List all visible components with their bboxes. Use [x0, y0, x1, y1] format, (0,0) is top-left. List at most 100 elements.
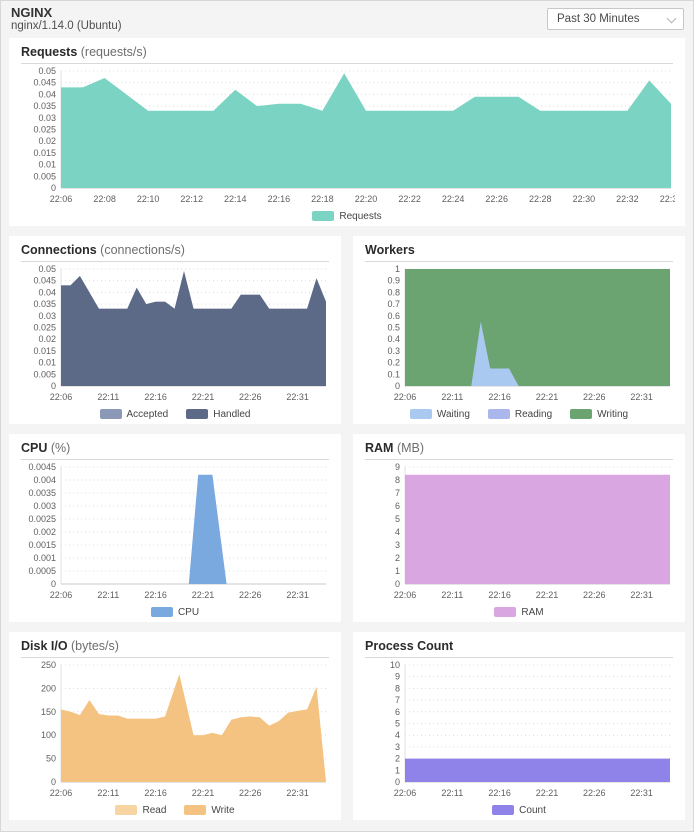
chart-legend-connections: Accepted Handled [21, 406, 329, 422]
x-tick-label: 22:21 [192, 392, 215, 402]
y-tick-label: 0.002 [33, 527, 56, 537]
x-tick-label: 22:26 [485, 194, 508, 204]
y-tick-label: 0 [51, 579, 56, 589]
y-tick-label: 1 [395, 264, 400, 274]
x-tick-label: 22:16 [488, 788, 511, 798]
chart-title-text: Disk I/O [21, 639, 68, 653]
x-tick-label: 22:16 [488, 392, 511, 402]
y-tick-label: 0.015 [33, 346, 56, 356]
area-series-count [405, 758, 670, 782]
y-tick-label: 0.05 [38, 66, 56, 76]
chart-canvas-workers: 1 0.90.8 0.7 0.6 0.50.4 0.3 0.20.1 022:06 22:11 2… [387, 264, 670, 402]
chart-panel-connections: Connections (connections/s) 0.05 0.045 0.04… [9, 236, 341, 424]
x-tick-label: 22:11 [441, 590, 463, 600]
chart-panel-disk-io: Disk I/O (bytes/s) 250 200 150 100 50 0 22:06 22… [9, 632, 341, 820]
legend-item-ram: RAM [494, 606, 544, 618]
chart-legend-ram: RAM [365, 604, 673, 620]
legend-label: Read [142, 804, 167, 816]
y-tick-label: 4 [395, 730, 400, 740]
chart-row-3: CPU (%) 0.0045 0.004 0.0035 0.003 0.0025 0.002… [9, 434, 685, 622]
chart-title-text: CPU [21, 441, 48, 455]
y-tick-label: 0 [395, 381, 400, 391]
y-tick-label: 0.04 [38, 287, 56, 297]
y-tick-label: 150 [41, 707, 56, 717]
y-tick-label: 2 [395, 553, 400, 563]
x-tick-label: 22:26 [239, 788, 262, 798]
chart-canvas-ram: 9 8 7 6 5 4 3 2 1 022:06 22:11 22:16 22:21 22:26 22:31 [394, 462, 670, 600]
chart-title-text: Requests [21, 45, 78, 59]
chart-title-process-count: Process Count [365, 636, 673, 658]
y-tick-label: 0.0005 [28, 566, 56, 576]
x-tick-label: 22:26 [583, 788, 606, 798]
y-tick-label: 0.02 [38, 136, 56, 146]
legend-label: Requests [339, 210, 382, 222]
y-tick-label: 0.1 [387, 369, 400, 379]
chart-title-workers: Workers [365, 240, 673, 262]
chart-unit-text: (bytes/s) [67, 639, 119, 653]
chart-unit-text: (MB) [393, 441, 425, 455]
chart-panel-cpu: CPU (%) 0.0045 0.004 0.0035 0.003 0.0025 0.002… [9, 434, 341, 622]
chart-legend-cpu: CPU [21, 604, 329, 620]
time-range-value: Past 30 Minutes [557, 13, 640, 25]
y-tick-label: 10 [390, 660, 400, 670]
legend-swatch-icon [186, 409, 209, 419]
y-tick-label: 3 [395, 540, 400, 550]
x-tick-label: 22:16 [268, 194, 291, 204]
legend-item-waiting: Waiting [409, 409, 470, 420]
x-tick-label: 22:21 [192, 590, 215, 600]
x-tick-label: 22:26 [583, 392, 606, 402]
y-tick-label: 0.001 [33, 553, 56, 563]
y-tick-label: 0.4 [387, 334, 400, 344]
y-tick-label: 0.015 [33, 148, 56, 158]
chart-canvas-disk-io: 250 200 150 100 50 022:06 22:11 22:16 22:21 22:26… [41, 660, 326, 798]
chart-panel-workers: Workers 1 0.9 0.8 0.7 0.6 0.5 0.4 0.3 0.2 0.1 0 22:0… [353, 236, 685, 424]
y-tick-label: 6 [395, 707, 400, 717]
x-tick-label: 22:31 [286, 590, 309, 600]
legend-label: Handled [213, 408, 251, 420]
y-tick-label: 0.03 [38, 113, 56, 123]
x-tick-label: 22:30 [573, 194, 596, 204]
x-tick-label: 22:16 [488, 590, 511, 600]
chart-unit-text: (connections/s) [96, 243, 185, 257]
y-tick-label: 8 [395, 683, 400, 693]
x-tick-label: 22:10 [137, 194, 160, 204]
chart-legend-requests: Requests [21, 208, 673, 224]
area-series-write [61, 674, 326, 782]
x-tick-label: 22:21 [192, 788, 215, 798]
y-tick-label: 0.035 [33, 299, 56, 309]
x-tick-label: 22:16 [144, 590, 167, 600]
x-tick-label: 22:21 [536, 392, 559, 402]
chart-panel-process-count: Process Count 10 9 8 7 6 5 4 3 2 1 0 22:06 22:11 22:16… [353, 632, 685, 820]
y-tick-label: 100 [41, 730, 56, 740]
x-tick-label: 22:06 [394, 590, 417, 600]
x-tick-label: 22:18 [311, 194, 334, 204]
chart-panel-requests: Requests (requests/s) 0.05 0.045 0.04 0.035 0… [9, 38, 685, 226]
y-tick-label: 7 [395, 488, 400, 498]
legend-label: Writing [597, 408, 629, 420]
legend-item-requests: Requests [312, 210, 382, 222]
x-tick-label: 22:12 [180, 194, 203, 204]
chart-row-2: Connections (connections/s) 0.05 0.045 0.04… [9, 236, 685, 424]
x-tick-label: 22:06 [50, 194, 73, 204]
legend-item-reading: Reading [487, 408, 553, 420]
y-tick-label: 1 [395, 765, 400, 775]
legend-label: RAM [521, 606, 544, 618]
legend-swatch-icon [570, 409, 593, 419]
legend-label: Reading [514, 408, 553, 420]
y-tick-label: 0.035 [33, 101, 56, 111]
y-tick-label: 0.7 [387, 299, 400, 309]
x-tick-label: 22:24 [442, 194, 465, 204]
chart-legend-workers: Waiting Reading Writing [365, 406, 673, 422]
app-header: NGINX nginx/1.14.0 (Ubuntu) Past 30 Minu… [1, 1, 693, 38]
y-tick-label: 0 [395, 579, 400, 589]
chart-title-requests: Requests (requests/s) [21, 42, 673, 64]
time-range-select[interactable]: Past 30 Minutes [547, 8, 684, 30]
y-tick-label: 0.045 [33, 78, 56, 88]
x-tick-label: 22:16 [144, 392, 167, 402]
y-tick-label: 200 [41, 683, 56, 693]
charts-grid: Requests (requests/s) 0.05 0.045 0.04 0.035 0… [1, 38, 693, 820]
y-tick-label: 2 [395, 754, 400, 764]
area-series-requests [61, 73, 671, 188]
chart-legend-disk-io: Read Write [21, 802, 329, 818]
